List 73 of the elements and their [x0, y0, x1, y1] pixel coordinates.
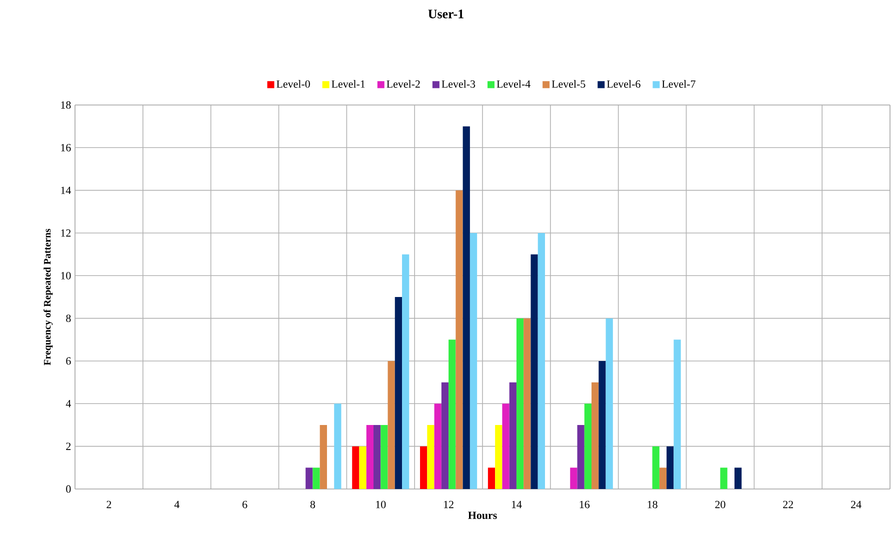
y-tick-label: 4	[66, 400, 71, 408]
legend-label: Level-3	[442, 80, 476, 88]
y-tick-label: 0	[66, 485, 71, 493]
bar	[495, 424, 502, 489]
x-tick-label: 18	[648, 500, 658, 508]
y-tick-label: 2	[66, 442, 71, 450]
bar	[456, 190, 463, 489]
bar	[359, 446, 366, 489]
legend-label: Level-6	[606, 80, 640, 88]
bar	[380, 424, 388, 489]
bar	[516, 318, 524, 489]
bar	[570, 468, 578, 489]
bar	[462, 126, 470, 489]
bar	[509, 382, 516, 489]
bar	[306, 468, 313, 489]
legend-label: Level-0	[276, 80, 310, 88]
x-tick-label: 14	[512, 500, 522, 508]
bar	[366, 424, 374, 489]
bar	[388, 360, 395, 489]
bar	[659, 468, 667, 489]
bar	[402, 254, 410, 489]
bar	[352, 446, 360, 489]
bar	[530, 254, 538, 489]
x-tick-label: 22	[783, 500, 794, 508]
bar	[334, 404, 342, 489]
bar	[312, 468, 320, 489]
bar	[606, 318, 613, 489]
legend-label: Level-7	[662, 80, 696, 88]
y-tick-label: 10	[61, 272, 71, 280]
bar	[577, 424, 584, 489]
legend-label: Level-5	[552, 80, 586, 88]
bar	[441, 382, 449, 489]
legend-label: Level-4	[496, 80, 530, 88]
bar	[470, 232, 478, 489]
bar	[448, 340, 456, 489]
x-tick-label: 4	[174, 500, 180, 508]
bar	[734, 468, 742, 489]
bar	[666, 446, 674, 489]
bar	[434, 404, 442, 489]
x-tick-label: 6	[242, 500, 248, 508]
x-tick-label: 2	[106, 500, 112, 508]
bar	[524, 318, 531, 489]
x-tick-label: 8	[310, 500, 316, 508]
bar	[652, 446, 660, 489]
bar	[488, 468, 496, 489]
bar	[502, 404, 510, 489]
bar	[592, 382, 599, 489]
bar	[598, 360, 606, 489]
x-tick-label: 16	[580, 500, 590, 508]
bar	[394, 296, 402, 489]
y-tick-label: 6	[66, 357, 71, 365]
x-tick-label: 24	[851, 500, 862, 508]
chart-title: User-1	[428, 10, 464, 18]
bar	[320, 424, 327, 489]
x-tick-label: 12	[444, 500, 454, 508]
y-tick-label: 14	[61, 186, 71, 194]
y-tick-label: 18	[61, 101, 71, 109]
y-axis-title: Frequency of Repeated Patterns	[44, 228, 53, 366]
bar	[427, 424, 434, 489]
bar	[374, 424, 381, 489]
bar	[674, 340, 681, 489]
bar	[584, 404, 592, 489]
bar	[420, 446, 428, 489]
y-tick-label: 16	[61, 144, 71, 152]
x-tick-label: 20	[715, 500, 726, 508]
x-tick-label: 10	[376, 500, 386, 508]
x-axis-title: Hours	[468, 512, 497, 520]
legend-label: Level-1	[332, 80, 365, 88]
y-tick-label: 8	[66, 314, 71, 322]
bar	[720, 468, 728, 489]
legend-label: Level-2	[386, 80, 420, 88]
y-tick-label: 12	[61, 229, 71, 237]
bar	[538, 232, 545, 489]
